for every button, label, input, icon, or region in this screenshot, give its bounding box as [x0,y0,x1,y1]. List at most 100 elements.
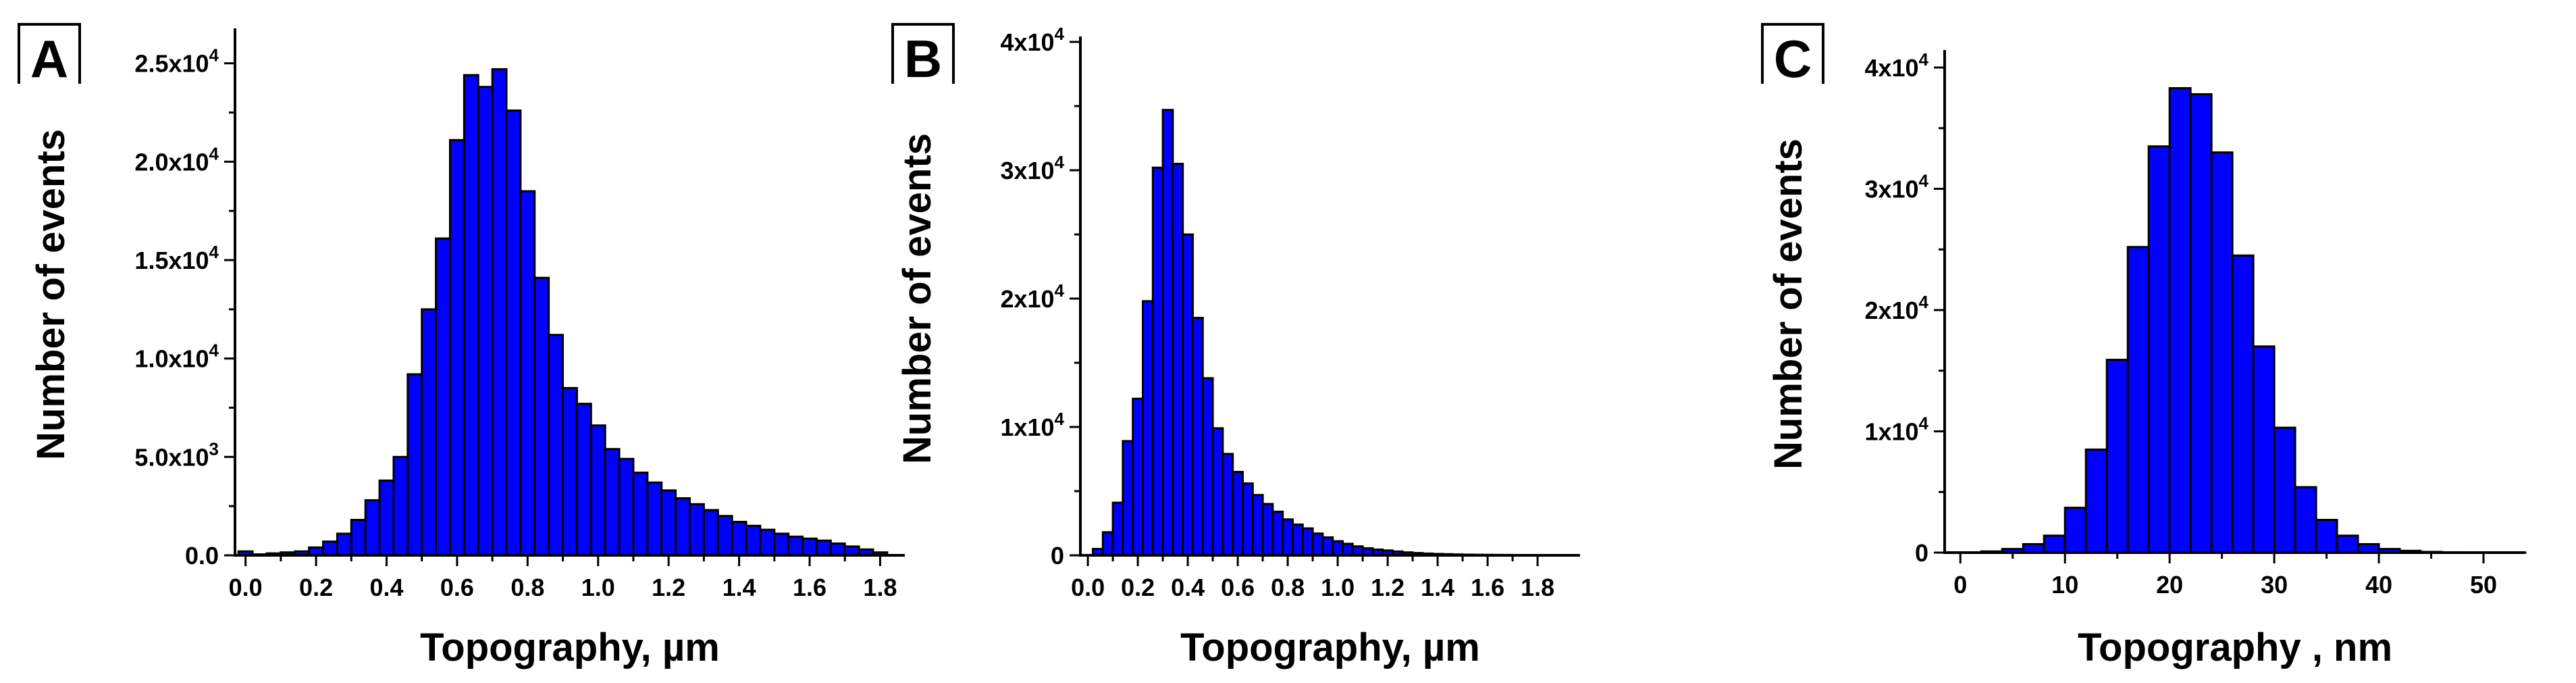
histogram-bar [1301,527,1314,557]
histogram-bar [1261,503,1274,557]
histogram-bar [435,237,451,557]
y-tick-label: 3x104 [1864,170,1928,203]
y-tick-label: 3x104 [1000,152,1064,184]
x-tick-label: 40 [2365,571,2392,599]
histogram-bar [1201,377,1214,557]
histogram-bar [2252,345,2276,554]
y-tick-label: 1x104 [1864,413,1928,445]
histogram-bar [336,532,352,557]
histogram-bar [1101,531,1114,557]
x-tick-label: 1.6 [1471,574,1504,601]
histogram-bar [378,479,395,557]
histogram-bar [1211,427,1224,557]
histogram-bar [2126,246,2150,554]
histogram-bar [2064,507,2087,554]
y-tick-exponent: 4 [209,143,219,163]
histogram-bar [1292,523,1304,557]
histogram-bar [618,457,635,557]
x-axis-title: Topography, µm [1180,626,1480,669]
histogram-bar [675,497,691,557]
x-tick-label: 1.2 [1371,574,1404,601]
histogram-bar [562,386,578,557]
x-tick-label: 1.6 [793,574,826,601]
x-axis-title: Topography, µm [420,626,720,669]
y-tick-label: 1x104 [1000,409,1064,441]
x-tick-label: 20 [2156,571,2183,599]
y-axis-title: Number of events [895,133,939,464]
histogram-bar [477,86,494,557]
histogram-bar [392,455,409,557]
y-tick-exponent: 4 [1919,292,1929,312]
x-tick-label: 0.8 [1271,574,1305,601]
y-tick-exponent: 4 [209,45,219,66]
histogram-bar [2105,359,2129,554]
y-tick-label: 2.0x104 [134,143,219,176]
histogram-bar [1132,397,1144,557]
y-tick-label: 1.5x104 [134,242,219,274]
panel-letter: A [30,29,68,88]
y-tick-exponent: 4 [209,340,219,361]
histogram-bar [2043,534,2066,554]
histogram-bar [773,532,790,557]
panel-letter-frame [891,23,955,84]
y-tick-exponent: 4 [1055,152,1065,172]
histogram-bar [801,537,818,557]
x-tick-label: 1.8 [1521,574,1554,601]
histogram-bar [2231,254,2255,554]
y-tick-exponent: 4 [1919,170,1929,191]
panel-b: 0.0 0.2 0.4 0.6 0.8 1.0 1.2 1.4 1.6 1.8 0 1x104 2x10… [891,23,1580,669]
x-tick-label: 0.0 [229,574,263,601]
histogram-bar [716,515,733,557]
x-tick-label: 0.8 [510,574,544,601]
y-tick-exponent: 4 [1055,24,1065,44]
histogram-bar [1332,540,1344,557]
histogram-bar [1311,532,1324,557]
histogram-bar [448,138,465,557]
histogram-bar [660,489,677,557]
panel-c: 0 10 20 30 40 50 0 1x104 2x104 3x104 4x104 Topograp… [1761,23,2527,669]
histogram-bar [491,68,508,557]
x-tick-label: 0.0 [1071,574,1105,601]
histogram-bar [2168,86,2192,554]
panel-letter-frame [18,23,81,84]
x-tick-label: 10 [2051,571,2078,599]
histogram-bar [689,503,705,557]
x-tick-label: 0.6 [440,574,474,601]
histogram-bar [1172,163,1184,557]
y-tick-label: 2x104 [1000,280,1064,313]
y-tick-label: 0.0 [185,542,219,570]
y-tick-exponent: 4 [209,242,219,262]
y-tick-label: 0 [1915,539,1928,567]
histogram-bar [1342,542,1354,557]
histogram-bar [421,308,438,557]
histogram-bar [815,539,832,557]
histogram-bar [745,524,762,557]
histogram-bar [575,403,592,557]
panel-letter: B [904,29,942,88]
histogram-bar [2210,151,2234,554]
histogram-bar [505,109,522,557]
histogram-bar [2336,534,2359,554]
histogram-bar [322,540,338,557]
histogram-bar [759,528,776,557]
histogram-bar [364,499,381,557]
histogram-bar [2273,426,2296,554]
histogram-bar [1251,494,1264,557]
y-tick-label: 5.0x103 [134,438,219,471]
histogram-bar [1221,453,1234,557]
histogram-bar [829,542,846,557]
histogram-bar [1142,300,1154,557]
panel-a: 0.0 0.2 0.4 0.6 0.8 1.0 1.2 1.4 1.6 1.8 0.0 5.0x103… [18,23,905,669]
y-tick-exponent: 4 [1055,409,1065,429]
x-tick-label: 0.2 [299,574,333,601]
y-tick-label: 1.0x104 [134,340,219,373]
histogram-bar [632,472,649,557]
x-tick-label: 0.6 [1221,574,1255,601]
x-axis-title: Topography , nm [2078,626,2392,669]
histogram-bar [1271,510,1284,557]
histogram-bar [1321,536,1334,557]
x-tick-label: 1.4 [1421,574,1454,601]
x-tick-label: 1.4 [722,574,756,601]
x-tick-label: 30 [2261,571,2288,599]
